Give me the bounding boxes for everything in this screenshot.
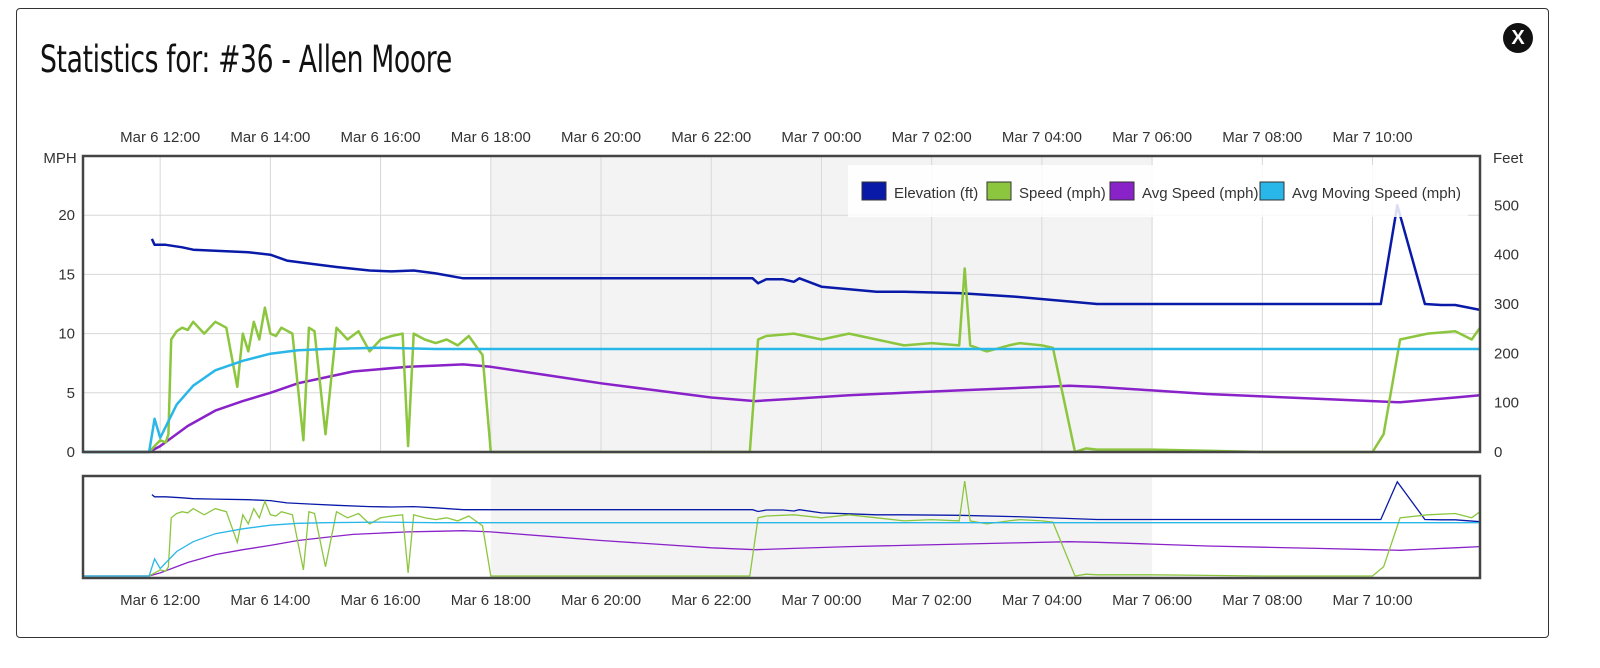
legend-label-speed: Speed (mph)	[1019, 185, 1106, 202]
navigator-shade	[490, 476, 1153, 578]
right-tick-label: 300	[1494, 296, 1519, 313]
avg-moving-speed-line	[83, 346, 1480, 454]
legend-box	[848, 165, 1468, 217]
x-tick-label: Mar 6 18:00	[451, 129, 531, 146]
x-tick-label: Mar 6 20:00	[561, 129, 641, 146]
x-tick-label: Mar 6 12:00	[120, 129, 200, 146]
navigator-x-tick-label: Mar 6 12:00	[120, 592, 200, 609]
right-tick-label: 400	[1494, 247, 1519, 264]
navigator-x-tick-label: Mar 7 08:00	[1222, 592, 1302, 609]
x-tick-label: Mar 7 02:00	[892, 129, 972, 146]
left-axis-label: MPH	[43, 150, 76, 167]
navigator-x-tick-label: Mar 6 20:00	[561, 592, 641, 609]
legend-swatch-speed[interactable]	[986, 181, 1012, 201]
legend-label-avg-moving-speed: Avg Moving Speed (mph)	[1292, 185, 1461, 202]
left-tick-label: 20	[58, 207, 75, 224]
avg-speed-line	[83, 363, 1481, 454]
right-tick-label: 0	[1494, 444, 1502, 461]
left-tick-label: 10	[58, 326, 75, 343]
right-tick-label: 500	[1494, 197, 1519, 214]
left-tick-label: 5	[67, 385, 75, 402]
legend-swatch-avg-moving-speed[interactable]	[1259, 181, 1285, 201]
right-tick-label: 100	[1494, 395, 1519, 412]
navigator-x-tick-label: Mar 7 10:00	[1333, 592, 1413, 609]
navigator-elevation-line	[151, 480, 1481, 523]
x-tick-label: Mar 7 08:00	[1222, 129, 1302, 146]
legend-label-elevation: Elevation (ft)	[894, 185, 978, 202]
x-tick-label: Mar 6 14:00	[230, 129, 310, 146]
navigator-x-tick-label: Mar 6 14:00	[230, 592, 310, 609]
right-tick-label: 200	[1494, 345, 1519, 362]
x-tick-label: Mar 7 06:00	[1112, 129, 1192, 146]
x-tick-label: Mar 7 04:00	[1002, 129, 1082, 146]
close-button[interactable]: X	[1503, 23, 1533, 53]
x-tick-label: Mar 6 16:00	[341, 129, 421, 146]
legend-swatch-avg-speed[interactable]	[1109, 181, 1135, 201]
page-title: Statistics for: #36 - Allen Moore	[40, 38, 452, 81]
navigator-frame[interactable]	[81, 474, 1482, 580]
navigator-x-tick-label: Mar 6 22:00	[671, 592, 751, 609]
legend-label-avg-speed: Avg Speed (mph)	[1142, 185, 1258, 202]
navigator-avg-moving-speed-line	[83, 521, 1480, 577]
x-tick-label: Mar 6 22:00	[671, 129, 751, 146]
navigator-speed-line	[83, 481, 1481, 577]
navigator-x-tick-label: Mar 6 16:00	[341, 592, 421, 609]
navigator-x-tick-label: Mar 7 06:00	[1112, 592, 1192, 609]
navigator-x-tick-label: Mar 6 18:00	[451, 592, 531, 609]
navigator-x-tick-label: Mar 7 02:00	[892, 592, 972, 609]
elevation-line	[150, 204, 1481, 312]
navigator-x-tick-label: Mar 7 04:00	[1002, 592, 1082, 609]
plot-frame	[81, 154, 1482, 454]
speed-line	[83, 267, 1482, 454]
legend-swatch-elevation[interactable]	[861, 181, 887, 201]
navigator-avg-speed-line	[83, 530, 1481, 577]
left-tick-label: 15	[58, 266, 75, 283]
left-tick-label: 0	[67, 444, 75, 461]
right-axis-label: Feet	[1493, 150, 1524, 167]
navigator-x-tick-label: Mar 7 00:00	[781, 592, 861, 609]
x-tick-label: Mar 7 00:00	[781, 129, 861, 146]
x-tick-label: Mar 7 10:00	[1333, 129, 1413, 146]
